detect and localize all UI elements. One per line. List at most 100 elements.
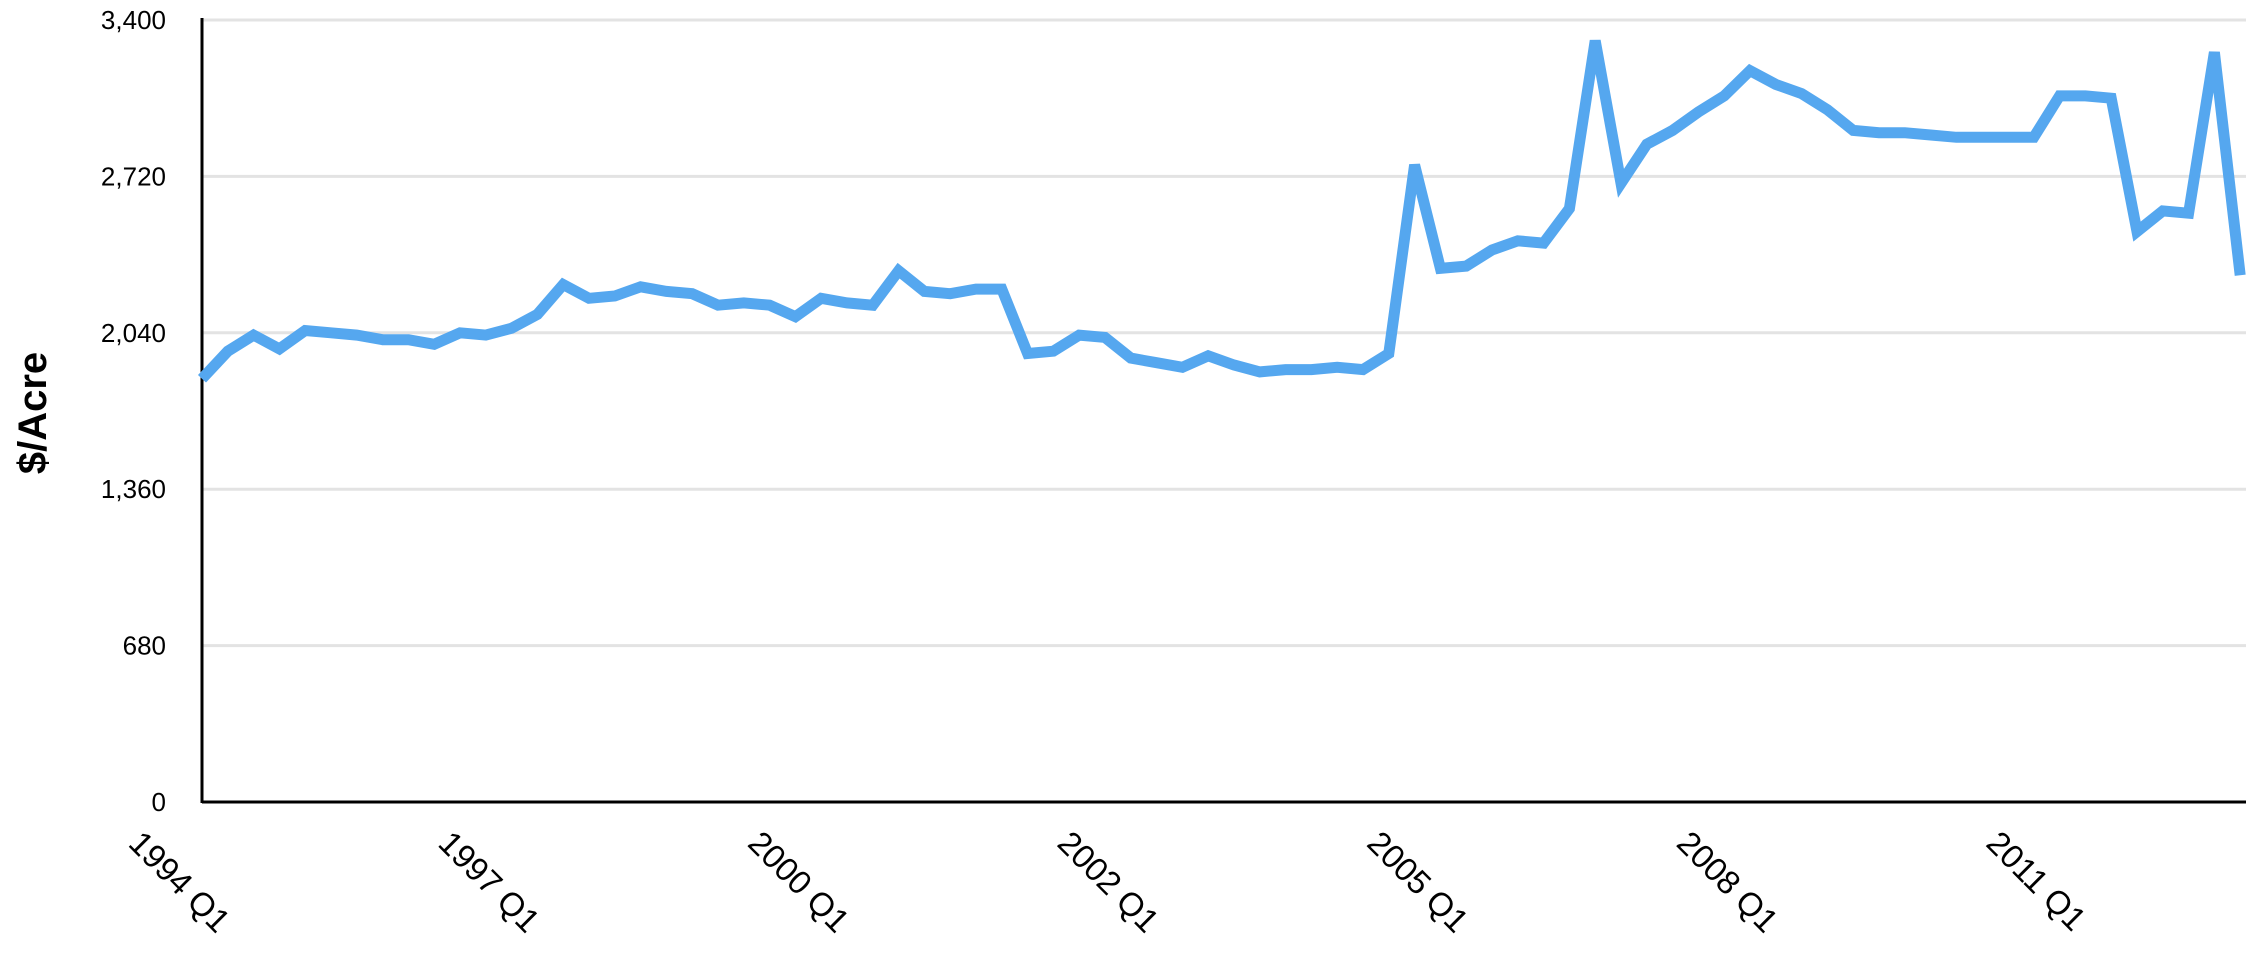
data-point <box>1722 94 1726 98</box>
data-point <box>587 296 591 300</box>
data-point <box>1361 368 1365 372</box>
data-point <box>381 338 385 342</box>
data-point <box>252 333 256 337</box>
data-point <box>1567 207 1571 211</box>
data-point <box>1258 370 1262 374</box>
data-point <box>1232 363 1236 367</box>
data-point <box>2161 209 2165 213</box>
data-point <box>974 287 978 291</box>
y-tick-label: 3,400 <box>101 5 166 35</box>
data-point <box>1825 108 1829 112</box>
x-tick-label: 1994 Q1 <box>122 824 238 940</box>
data-point <box>510 326 514 330</box>
series-group <box>197 39 2246 383</box>
data-point <box>716 303 720 307</box>
x-tick-label: 1997 Q1 <box>432 824 548 940</box>
data-point <box>277 347 281 351</box>
data-point <box>406 338 410 342</box>
data-point <box>2187 211 2191 215</box>
data-point <box>613 294 617 298</box>
data-point <box>1696 110 1700 114</box>
y-axis: 0 680 1,360 2,040 2,720 3,400 <box>101 5 204 817</box>
data-point <box>948 292 952 296</box>
data-point <box>1335 365 1339 369</box>
data-point <box>303 329 307 333</box>
data-point <box>1516 239 1520 243</box>
data-point <box>1206 354 1210 358</box>
data-point <box>1748 69 1752 73</box>
data-point <box>1051 349 1055 353</box>
x-tick-label: 2000 Q1 <box>741 824 857 940</box>
data-point <box>1851 128 1855 132</box>
x-tick-label: 2008 Q1 <box>1670 824 1786 940</box>
series-line <box>197 39 2246 383</box>
data-point <box>1619 181 1623 185</box>
data-point <box>1103 335 1107 339</box>
data-point <box>639 285 643 289</box>
data-point <box>2032 135 2036 139</box>
data-point <box>664 289 668 293</box>
data-point <box>226 349 230 353</box>
data-point <box>1026 352 1030 356</box>
data-point <box>1774 82 1778 86</box>
data-point <box>458 331 462 335</box>
data-point <box>355 333 359 337</box>
y-tick-label: 0 <box>152 787 166 817</box>
data-point <box>1284 368 1288 372</box>
grid-lines <box>202 18 2246 648</box>
data-point <box>1800 92 1804 96</box>
data-point <box>329 331 333 335</box>
y-axis-title: $/Acre <box>11 352 55 474</box>
data-point <box>1980 135 1984 139</box>
data-point <box>1671 128 1675 132</box>
data-point <box>1413 163 1417 167</box>
data-point <box>2238 273 2242 277</box>
data-point <box>1490 248 1494 252</box>
x-tick-label: 2005 Q1 <box>1360 824 1476 940</box>
data-point <box>2135 230 2139 234</box>
data-point <box>1464 264 1468 268</box>
data-point <box>2109 96 2113 100</box>
data-point <box>1954 135 1958 139</box>
data-point <box>1077 333 1081 337</box>
data-point <box>2083 94 2087 98</box>
data-point <box>690 292 694 296</box>
x-axis: 1994 Q1 1997 Q1 2000 Q1 2002 Q1 2005 Q1 2008 … <box>122 800 2246 940</box>
data-point <box>484 333 488 337</box>
data-point <box>1000 287 1004 291</box>
y-tick-label: 2,040 <box>101 318 166 348</box>
data-point <box>768 303 772 307</box>
data-point <box>742 301 746 305</box>
data-point <box>1387 352 1391 356</box>
data-point <box>871 303 875 307</box>
x-tick-label: 2002 Q1 <box>1051 824 1167 940</box>
data-point <box>1129 356 1133 360</box>
data-point <box>1877 131 1881 135</box>
x-tick-label: 2011 Q1 <box>1980 824 2094 938</box>
data-point <box>1542 241 1546 245</box>
data-point <box>1309 368 1313 372</box>
data-point <box>1155 361 1159 365</box>
data-point <box>1645 142 1649 146</box>
data-point <box>845 301 849 305</box>
data-point <box>1180 365 1184 369</box>
data-point <box>1929 133 1933 137</box>
data-point <box>1903 131 1907 135</box>
data-point <box>200 377 204 381</box>
data-point <box>2212 50 2216 54</box>
data-point <box>793 315 797 319</box>
data-point <box>535 312 539 316</box>
data-point <box>432 342 436 346</box>
y-tick-label: 2,720 <box>101 161 166 191</box>
data-point <box>561 283 565 287</box>
y-tick-label: 680 <box>123 631 166 661</box>
data-point <box>922 289 926 293</box>
data-point <box>819 296 823 300</box>
data-point <box>1438 266 1442 270</box>
y-tick-label: 1,360 <box>101 474 166 504</box>
data-point <box>2006 135 2010 139</box>
data-point <box>1593 39 1597 43</box>
data-point <box>897 269 901 273</box>
